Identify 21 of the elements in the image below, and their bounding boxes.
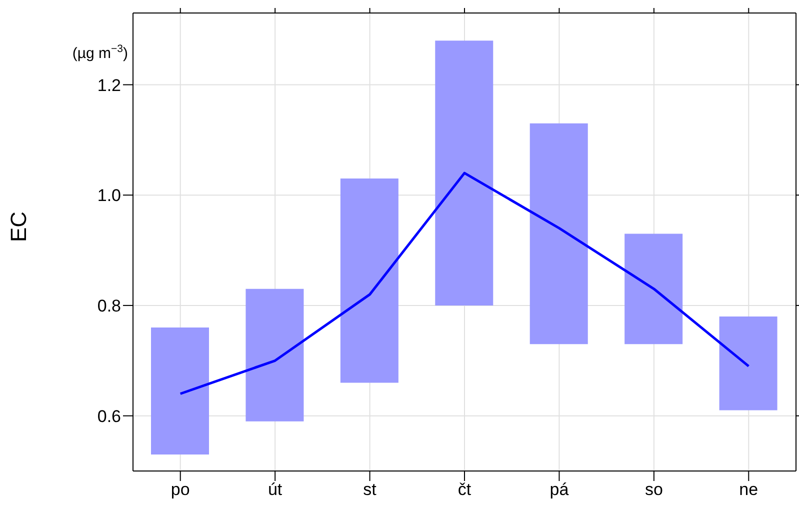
bar (719, 316, 778, 410)
bar (151, 328, 209, 454)
bar (530, 123, 588, 344)
x-tick-label: po (170, 480, 190, 500)
x-tick-label: pá (550, 480, 570, 500)
x-tick-label: ne (739, 480, 758, 500)
y-tick-label: 1.0 (97, 186, 121, 206)
bar (246, 288, 304, 422)
x-tick-label: st (363, 480, 377, 500)
bar (624, 234, 683, 344)
bar (435, 40, 494, 306)
bar (340, 178, 398, 383)
x-tick-label: čt (458, 480, 472, 500)
x-tick-label: út (268, 480, 282, 500)
y-tick-label: 0.6 (97, 406, 121, 426)
y-tick-label: 1.2 (97, 76, 121, 95)
line-series (179, 172, 750, 395)
x-tick-label: so (644, 480, 663, 500)
y-tick-label: 0.8 (97, 296, 121, 316)
y-axis-title: EC (6, 211, 31, 242)
text: (µg m$^{−3}$) (72, 43, 128, 62)
